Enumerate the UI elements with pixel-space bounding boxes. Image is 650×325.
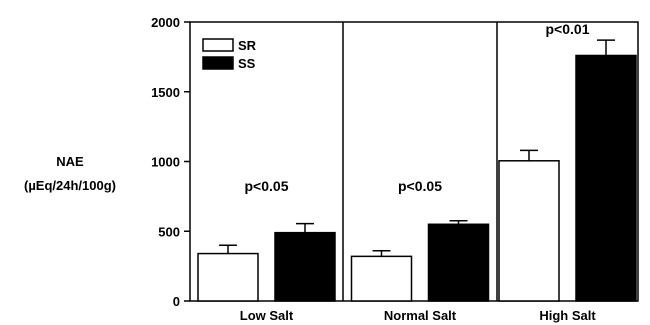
p-value-annotation-2: p<0.01 xyxy=(546,21,590,37)
y-tick-label-1: 500 xyxy=(158,224,180,239)
legend-label-ss: SS xyxy=(238,56,256,71)
bar-sr-2 xyxy=(498,160,560,302)
p-value-annotation-1: p<0.05 xyxy=(398,178,442,194)
y-tick-label-3: 1500 xyxy=(151,85,180,100)
y-axis-label-line-1: NAE xyxy=(56,154,84,169)
y-tick-label-2: 1000 xyxy=(151,155,180,170)
category-label-1: Normal Salt xyxy=(384,308,457,323)
category-label-0: Low Salt xyxy=(240,308,294,323)
p-value-annotation-0: p<0.05 xyxy=(245,178,289,194)
bar-ss-0 xyxy=(274,231,336,302)
legend-swatch-ss xyxy=(202,56,234,70)
legend: SR SS xyxy=(202,38,257,71)
bar-sr-0 xyxy=(197,252,259,302)
y-tick-label-0: 0 xyxy=(173,294,180,309)
plot-area: 0 500 1000 1500 2000 Low Salt p<0.05 Normal Sal… xyxy=(151,15,639,323)
y-axis-label: NAE (µEq/24h/100g) xyxy=(24,154,116,193)
y-axis-label-line-2: (µEq/24h/100g) xyxy=(24,178,116,193)
bar-sr-1 xyxy=(350,255,413,302)
legend-label-sr: SR xyxy=(238,38,257,53)
bar-ss-2 xyxy=(575,54,637,302)
category-label-2: High Salt xyxy=(539,308,596,323)
legend-swatch-sr xyxy=(202,38,234,52)
bar-ss-1 xyxy=(427,223,490,302)
y-tick-label-4: 2000 xyxy=(151,15,180,30)
